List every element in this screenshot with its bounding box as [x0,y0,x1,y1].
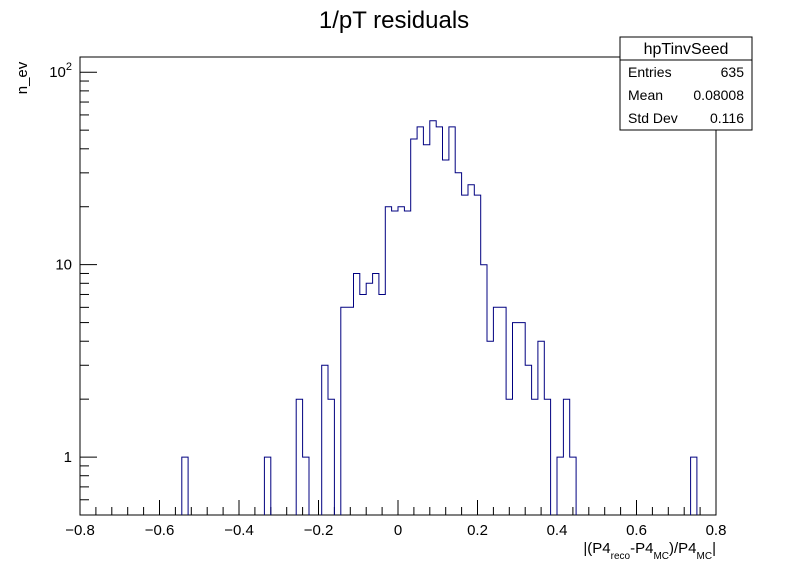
stats-box: hpTinvSeed Entries 635 Mean 0.08008 Std … [619,36,753,131]
x-tick-label: 0.6 [626,522,647,539]
x-tick-label: 0 [394,522,402,539]
stats-box-frame [619,36,753,131]
axis-ticks [79,71,717,516]
stats-mean-label: Mean [628,87,663,103]
stats-mean-value: 0.08008 [693,87,744,103]
stats-entries-value: 635 [721,64,745,80]
x-label-part: |(P4 [583,540,610,557]
x-tick-label: −0.6 [145,522,175,539]
stats-stddev-value: 0.116 [710,110,744,126]
x-label-part: | [712,540,716,557]
x-tick-label: 0.8 [706,522,727,539]
x-tick-label: −0.4 [224,522,254,539]
x-label-part: )/P4 [669,540,697,557]
x-label-sub: reco [611,551,631,562]
stats-entries-label: Entries [628,64,672,80]
y-tick-label: 10 [55,257,72,274]
stats-stddev-label: Std Dev [628,110,678,126]
x-label-part: -P4 [630,540,653,557]
x-axis-label: |(P4reco-P4MC)/P4MC| [583,540,716,562]
y-tick-label: 1 [64,449,72,466]
y-tick-label: 102 [49,61,72,81]
x-label-sub: MC [697,551,713,562]
x-label-sub: MC [653,551,669,562]
chart-title: 1/pT residuals [319,7,469,34]
y-axis-label: n_ev [14,61,31,94]
stats-box-title: hpTinvSeed [644,41,729,58]
axis-tick-labels: −0.8 −0.6 −0.4 −0.2 0 0.2 0.4 0.6 0.8 1 10 102 [49,61,726,539]
x-tick-label: 0.2 [467,522,488,539]
x-tick-label: 0.4 [547,522,568,539]
histogram-series-line [181,120,698,515]
x-tick-label: −0.8 [65,522,95,539]
x-tick-label: −0.2 [304,522,334,539]
